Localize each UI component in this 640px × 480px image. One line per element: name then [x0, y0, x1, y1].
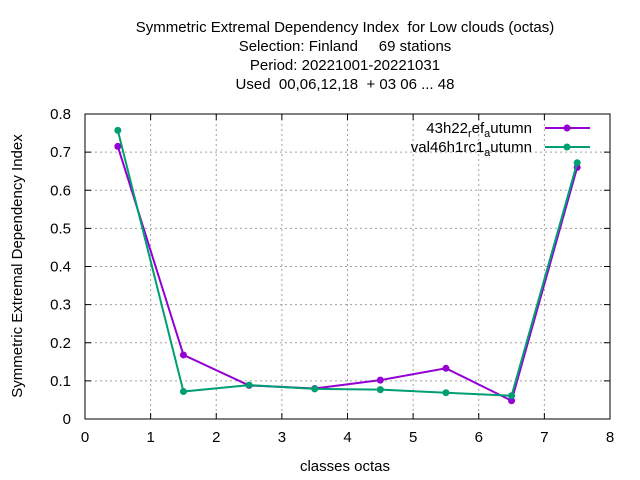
- data-point: [442, 364, 450, 372]
- title-line-2: Selection: Finland 69 stations: [238, 38, 452, 55]
- x-tick-labels: 0 1 2 3 4 5 6 7 8: [81, 429, 614, 446]
- data-point: [376, 386, 384, 394]
- legend-label: 43h22refautumn: [426, 120, 532, 140]
- legend-swatch-marker: [563, 143, 571, 151]
- y-tick-label: 0: [63, 411, 71, 428]
- series-line: [116, 130, 579, 397]
- x-tick-label: 2: [212, 429, 220, 446]
- title-line-1: Symmetric Extremal Dependency Index for …: [135, 19, 555, 36]
- data-point: [114, 142, 122, 150]
- data-point: [376, 376, 384, 384]
- data-point: [179, 388, 187, 396]
- data-point: [508, 397, 516, 405]
- y-tick-label: 0.6: [50, 182, 71, 199]
- data-series: [114, 126, 581, 405]
- x-tick-label: 3: [278, 429, 286, 446]
- data-point: [179, 351, 187, 359]
- data-point: [245, 381, 253, 389]
- x-tick-label: 6: [475, 429, 483, 446]
- y-tick-label: 0.3: [50, 297, 71, 314]
- y-tick-label: 0.8: [50, 106, 71, 123]
- y-tick-labels: 0 0.1 0.2 0.3 0.4 0.5 0.6 0.7 0.8: [50, 106, 71, 428]
- legend-swatch-marker: [563, 124, 571, 132]
- x-tick-label: 8: [606, 429, 614, 446]
- plot-frame: [84, 113, 611, 420]
- legend-item-1: 43h22refautumn: [426, 120, 590, 140]
- y-tick-label: 0.4: [50, 259, 71, 276]
- data-point: [114, 126, 122, 134]
- data-point: [573, 159, 581, 167]
- x-tick-label: 0: [81, 429, 89, 446]
- y-axis-label: Symmetric Extremal Dependency Index: [9, 134, 26, 398]
- data-point: [442, 389, 450, 397]
- x-tick-label: 7: [540, 429, 548, 446]
- y-tick-label: 0.5: [50, 220, 71, 237]
- x-tick-label: 1: [146, 429, 154, 446]
- legend-label: val46h1rc1autumn: [411, 139, 532, 159]
- grid-lines: [85, 114, 610, 419]
- x-tick-label: 4: [343, 429, 351, 446]
- data-point: [311, 385, 319, 393]
- y-tick-label: 0.7: [50, 144, 71, 161]
- series-2: [114, 126, 581, 400]
- y-tick-label: 0.1: [50, 373, 71, 390]
- y-tick-label: 0.2: [50, 335, 71, 352]
- x-axis-label: classes octas: [300, 458, 390, 475]
- title-line-3: Period: 20221001-20221031: [249, 57, 441, 74]
- title-line-4: Used 00,06,12,18 + 03 06 ... 48: [235, 76, 455, 93]
- data-point: [508, 392, 516, 400]
- legend-item-2: val46h1rc1autumn: [411, 139, 590, 159]
- x-tick-label: 5: [409, 429, 417, 446]
